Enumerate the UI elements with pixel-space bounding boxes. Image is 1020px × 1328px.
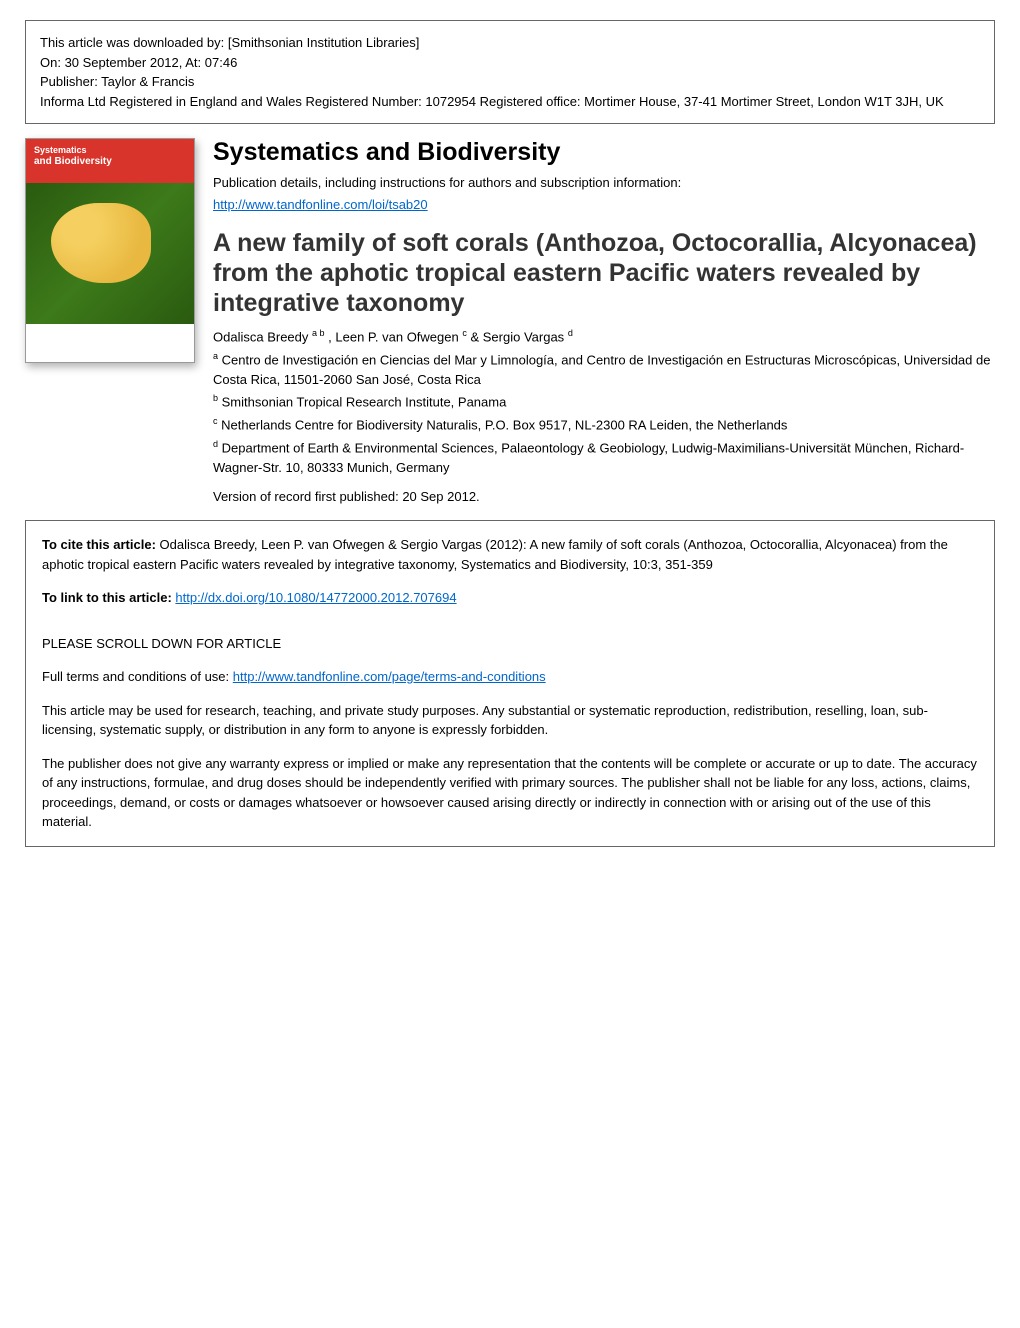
cover-artwork — [26, 183, 194, 324]
publisher-line: Publisher: Taylor & Francis — [40, 72, 980, 92]
scroll-note: PLEASE SCROLL DOWN FOR ARTICLE — [42, 634, 978, 654]
cover-title-band: Systematics and Biodiversity — [26, 139, 194, 183]
download-header-box: This article was downloaded by: [Smithso… — [25, 20, 995, 124]
terms-label: Full terms and conditions of use: — [42, 669, 233, 684]
terms-link[interactable]: http://www.tandfonline.com/page/terms-an… — [233, 669, 546, 684]
download-date: On: 30 September 2012, At: 07:46 — [40, 53, 980, 73]
author-2: Leen P. van Ofwegen — [335, 329, 458, 344]
journal-title: Systematics and Biodiversity — [213, 138, 995, 167]
cover-badge-left: N — [34, 347, 40, 356]
publication-details: Publication details, including instructi… — [213, 173, 995, 193]
informa-line: Informa Ltd Registered in England and Wa… — [40, 92, 980, 112]
terms-para-1: This article may be used for research, t… — [42, 701, 978, 740]
affiliation-b: b Smithsonian Tropical Research Institut… — [213, 392, 995, 412]
version-of-record: Version of record first published: 20 Se… — [213, 489, 995, 504]
author-1-affil: a b — [312, 328, 325, 338]
journal-cover-image: Systematics and Biodiversity N ⊕ — [25, 138, 195, 363]
affil-a-text: Centro de Investigación en Ciencias del … — [213, 352, 990, 387]
cite-label: To cite this article: — [42, 537, 160, 552]
cite-paragraph: To cite this article: Odalisca Breedy, L… — [42, 535, 978, 574]
main-row: Systematics and Biodiversity N ⊕ Systema… — [25, 138, 995, 504]
downloaded-by: This article was downloaded by: [Smithso… — [40, 33, 980, 53]
citation-box: To cite this article: Odalisca Breedy, L… — [25, 520, 995, 847]
cover-footer: N ⊕ — [26, 347, 194, 356]
link-label: To link to this article: — [42, 590, 175, 605]
authors-line: Odalisca Breedy a b , Leen P. van Ofwege… — [213, 328, 995, 344]
affiliation-a: a Centro de Investigación en Ciencias de… — [213, 350, 995, 389]
author-2-affil: c — [462, 328, 467, 338]
cover-title-line1: Systematics — [34, 145, 87, 155]
affil-d-text: Department of Earth & Environmental Scie… — [213, 440, 964, 475]
cover-column: Systematics and Biodiversity N ⊕ — [25, 138, 195, 504]
cover-specimen-icon — [51, 203, 151, 283]
link-paragraph: To link to this article: http://dx.doi.o… — [42, 588, 978, 608]
affil-b-text: Smithsonian Tropical Research Institute,… — [218, 394, 506, 409]
article-title: A new family of soft corals (Anthozoa, O… — [213, 228, 995, 318]
author-1: Odalisca Breedy — [213, 329, 308, 344]
author-3: Sergio Vargas — [483, 329, 564, 344]
loi-link[interactable]: http://www.tandfonline.com/loi/tsab20 — [213, 197, 428, 212]
cover-title-line2: and Biodiversity — [34, 156, 112, 167]
metadata-column: Systematics and Biodiversity Publication… — [213, 138, 995, 504]
cite-text: Odalisca Breedy, Leen P. van Ofwegen & S… — [42, 537, 948, 572]
author-3-affil: d — [568, 328, 573, 338]
cover-badge-right: ⊕ — [179, 347, 186, 356]
terms-link-paragraph: Full terms and conditions of use: http:/… — [42, 667, 978, 687]
doi-link[interactable]: http://dx.doi.org/10.1080/14772000.2012.… — [175, 590, 456, 605]
affiliation-d: d Department of Earth & Environmental Sc… — [213, 438, 995, 477]
terms-para-2: The publisher does not give any warranty… — [42, 754, 978, 832]
affiliation-c: c Netherlands Centre for Biodiversity Na… — [213, 415, 995, 435]
affil-c-text: Netherlands Centre for Biodiversity Natu… — [218, 417, 788, 432]
